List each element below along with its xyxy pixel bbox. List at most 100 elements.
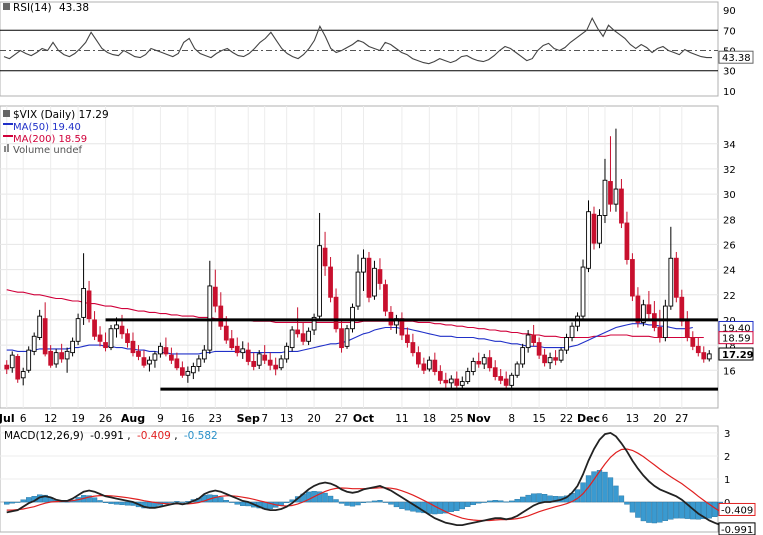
x-tick-label: 20 [307,413,320,425]
rsi-legend-icon [3,3,10,10]
candle-body [59,352,64,360]
macd-text: -0.991 [90,430,124,442]
candle [4,360,10,375]
macd-hist-bar [706,501,712,519]
macd-hist-bar [657,501,663,523]
candle [586,200,591,273]
ma200-line [6,289,704,339]
candle-body [695,345,701,354]
candle-body [481,357,487,365]
macd-hist-bar [443,501,449,514]
candle [536,337,542,359]
price-tick-label: 26 [723,240,736,251]
candle [481,353,487,369]
candle-body [597,215,602,244]
candle-body [245,349,251,362]
candle [86,280,92,323]
candle-body [416,352,421,365]
candle-body [273,364,279,370]
macd-hist-bar [629,501,636,513]
candle [70,337,75,357]
candle [344,324,350,349]
candle-body [525,334,531,349]
ma50-value-box-label: 19.40 [722,323,751,334]
macd-hist-bar [113,501,120,505]
candle-body [295,329,300,335]
candle-body [185,371,191,376]
macd-hist-bar [229,501,235,503]
macd-hist-bar [635,501,641,518]
rsi-value-box-label: 43.38 [722,53,751,64]
candle-body [37,315,43,338]
candle-body [125,333,130,344]
candle [630,253,635,302]
rsi-tick-label: 90 [723,6,736,17]
candle-body [317,245,322,317]
candle-body [53,352,59,365]
macd-hist-bar [278,501,284,506]
macd-hist-bar [382,501,389,503]
macd-hist-bar [701,501,707,519]
candle-body [64,350,70,360]
candle-body [229,338,235,349]
candle-body [470,360,476,372]
candle [196,355,202,372]
candle [492,360,498,381]
candle [306,327,311,346]
macd-hist-bar [503,501,509,503]
rsi-value-label: 43.38 [59,2,89,14]
candle [174,352,180,371]
x-tick-label: 7 [261,413,268,425]
macd-hist-bar [212,494,218,503]
x-tick-label: 13 [626,413,639,425]
candle-body [20,371,26,379]
macd-hist-bar [651,501,658,524]
candle [333,288,339,333]
candle [212,269,218,313]
macd-hist-bar [673,501,679,519]
macd-hist-bar [552,496,559,503]
candle [361,249,366,291]
rsi-tick-label: 10 [723,87,736,98]
candle [547,352,553,369]
candle [81,253,86,325]
candle-body [662,305,668,338]
ma200-value-box [718,331,754,345]
candle-body [158,345,163,355]
candle-body [706,353,712,360]
x-tick-label: 12 [44,413,57,425]
candle [48,345,54,368]
x-tick-label: 20 [653,413,666,425]
candle-body [608,181,613,205]
candle-body [531,334,536,344]
candle-body [542,354,547,364]
candle-body [86,290,92,320]
macd-hist-bar [454,501,460,512]
candle [136,345,141,361]
candle-body [635,295,641,323]
svg-text:RSI(14) 43.38: RSI(14) 43.38 [13,2,89,14]
candle-body [405,334,410,344]
candle-body [657,327,663,338]
candle-body [130,340,136,354]
macd-hist-bar [371,500,378,503]
macd-tick-label: 3 [724,429,730,440]
candle-body [328,266,333,298]
candle-body [163,347,169,355]
candle-body [339,328,344,349]
macd-hist-bar [240,501,246,506]
signal-value-box [718,502,756,516]
macd-hist-bar [525,494,531,503]
candle-body [223,325,229,341]
candle-body [443,379,449,384]
candle-body [432,359,438,372]
candle-body [119,325,125,335]
candle [619,178,624,229]
macd-line [6,431,721,526]
candle-body [350,306,355,330]
candle [256,350,262,369]
macd-hist-bar [119,501,125,506]
rsi-tick-label: 70 [723,26,736,37]
candle [564,333,569,354]
macd-hist-bar [607,477,614,503]
